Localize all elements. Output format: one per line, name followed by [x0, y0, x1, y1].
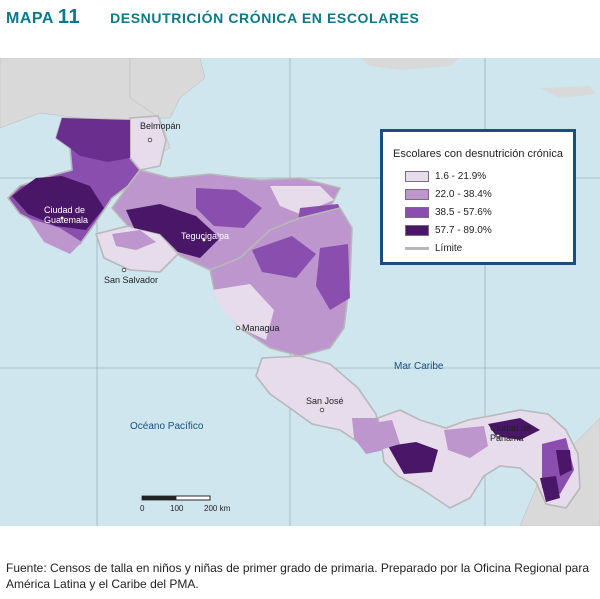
label-tegucigalpa: Tegucigalpa [181, 231, 230, 241]
label-guatemala: Ciudad de Guatemala [44, 205, 89, 225]
scale-bar [141, 495, 211, 501]
panama-west [366, 420, 400, 450]
honduras-east [270, 186, 334, 214]
tegucigalpa-marker [201, 237, 207, 243]
legend-item-3: 38.5 - 57.6% [405, 206, 492, 218]
nicaragua-pacific [212, 284, 274, 340]
legend-item-1: 1.6 - 21.9% [405, 170, 486, 182]
managua-marker [235, 325, 241, 331]
capital-markers [59, 137, 501, 439]
label-belmopan: Belmopán [140, 121, 181, 131]
san-jose-marker [319, 407, 325, 413]
panama-ngobe [388, 442, 438, 474]
label-panama: Ciudad de Panamá [490, 423, 532, 443]
legend-boundary-line [405, 246, 429, 250]
legend-label-4: 57.7 - 89.0% [435, 224, 492, 236]
scale-tick-100: 100 [170, 504, 184, 513]
panama-center [444, 426, 488, 458]
legend-swatch-3 [405, 206, 429, 218]
legend-item-boundary: Límite [405, 242, 462, 254]
label-san-jose: San José [306, 396, 344, 406]
panama-darien-core [556, 450, 572, 476]
panama-south [540, 476, 560, 502]
honduras-central [196, 188, 262, 228]
san-salvador-marker [121, 267, 127, 273]
legend-label-2: 22.0 - 38.4% [435, 188, 492, 200]
legend-item-2: 22.0 - 38.4% [405, 188, 492, 200]
legend-label-3: 38.5 - 57.6% [435, 206, 492, 218]
panama-marker [495, 433, 501, 439]
scale-tick-200: 200 km [204, 504, 231, 513]
guatemala-marker [59, 215, 65, 221]
map-number: MAPA 11 [6, 6, 81, 28]
label-managua: Managua [242, 323, 280, 333]
panama-kuna [488, 418, 540, 440]
legend-boundary-label: Límite [435, 242, 463, 254]
el-salvador-north [112, 230, 156, 250]
source-note: Fuente: Censos de talla en niños y niñas… [6, 561, 589, 591]
label-san-salvador: San Salvador [104, 275, 159, 285]
label-oceano-pacifico: Océano Pacífico [130, 421, 204, 432]
legend-swatch-4 [405, 224, 429, 236]
nicaragua-caribbean [316, 244, 350, 310]
belmopan-marker [147, 137, 153, 143]
map-legend: Escolares con desnutrición crónica 1.6 -… [380, 129, 576, 265]
legend-item-4: 57.7 - 89.0% [405, 224, 492, 236]
guatemala-pacific [28, 218, 82, 254]
legend-label-1: 1.6 - 21.9% [435, 170, 487, 182]
legend-title: Escolares con desnutrición crónica [393, 148, 563, 160]
caribbean-island-2 [540, 86, 596, 98]
guatemala-highlands [12, 176, 104, 230]
caribbean-island [360, 58, 460, 70]
scale-tick-0: 0 [140, 504, 145, 513]
legend-swatch-2 [405, 188, 429, 200]
label-mar-caribe: Mar Caribe [394, 361, 444, 372]
nicaragua-north [252, 236, 316, 278]
guatemala-north [56, 118, 130, 162]
map-header: MAPA 11 DESNUTRICIÓN CRÓNICA EN ESCOLARES [6, 6, 420, 34]
yucatan-region [129, 58, 206, 119]
map-title: DESNUTRICIÓN CRÓNICA EN ESCOLARES [110, 10, 420, 26]
legend-swatch-1 [405, 170, 429, 182]
honduras-west [126, 204, 220, 258]
